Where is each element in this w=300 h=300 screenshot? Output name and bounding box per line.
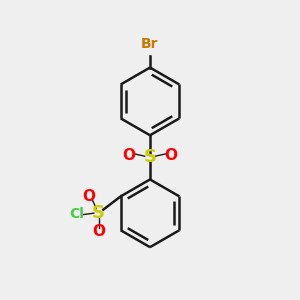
Text: O: O xyxy=(92,224,105,239)
Text: Br: Br xyxy=(141,38,159,51)
Text: Cl: Cl xyxy=(69,207,84,221)
Text: O: O xyxy=(165,148,178,163)
Text: O: O xyxy=(122,148,135,163)
Text: S: S xyxy=(143,148,157,166)
Text: S: S xyxy=(92,204,105,222)
Text: O: O xyxy=(83,189,96,204)
